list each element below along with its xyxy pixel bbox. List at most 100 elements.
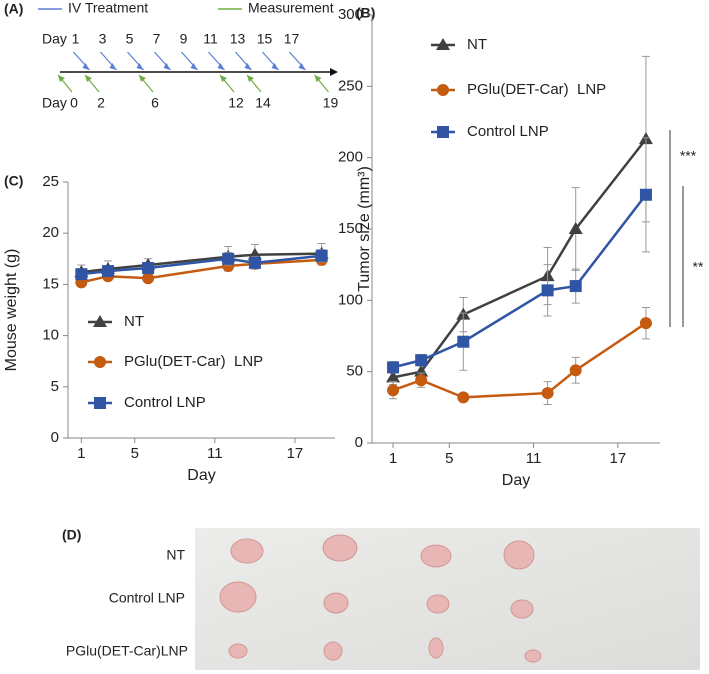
measurement-day: 6: [151, 95, 159, 111]
day-label: Day: [42, 31, 67, 47]
marker: [142, 272, 155, 285]
y-tick-label: 15: [42, 275, 59, 292]
arrow-head: [271, 63, 279, 70]
y-tick-label: 25: [42, 173, 59, 190]
measurement-day: 0: [70, 95, 78, 111]
legend-label: NT: [467, 36, 487, 53]
treatment-day: 3: [99, 31, 107, 47]
x-tick-label: 5: [131, 445, 139, 462]
marker: [569, 364, 582, 377]
legend-label: PGlu(DET-Car) LNP: [467, 81, 606, 98]
treatment-day: 1: [72, 31, 80, 47]
marker: [222, 252, 235, 265]
legend-label: NT: [124, 313, 144, 330]
marker: [75, 268, 88, 281]
arrow-head: [85, 75, 92, 82]
y-tick-label: 5: [51, 378, 59, 395]
treatment-day: 5: [126, 31, 134, 47]
marker: [248, 256, 261, 269]
y-tick-label: 0: [355, 434, 363, 451]
measurement-day: 12: [228, 95, 244, 111]
arrow-head: [314, 75, 322, 82]
treatment-day: 9: [180, 31, 188, 47]
treatment-day: 15: [257, 31, 273, 47]
y-axis-label: Mouse weight (g): [3, 249, 20, 372]
treatment-day: 7: [153, 31, 161, 47]
series-line: [392, 138, 647, 379]
x-tick-label: 5: [445, 450, 453, 467]
arrow-head: [58, 75, 65, 82]
y-tick-label: 20: [42, 224, 59, 241]
marker: [541, 387, 554, 400]
significance-label: **: [693, 259, 704, 275]
x-tick-label: 1: [389, 450, 397, 467]
y-tick-label: 50: [346, 363, 363, 380]
legend-symbol: [94, 356, 106, 368]
arrow-head: [220, 75, 227, 82]
legend-marker: [431, 84, 455, 96]
legend-label: Control LNP: [124, 394, 206, 411]
legend-symbol: [437, 84, 449, 96]
x-tick-label: 11: [207, 445, 223, 462]
x-axis-label: Day: [502, 472, 530, 489]
marker: [415, 354, 428, 367]
arrow-head: [217, 63, 225, 70]
arrow-head: [136, 63, 144, 70]
panel-label: (C): [4, 173, 23, 189]
y-tick-label: 250: [338, 77, 363, 94]
marker: [386, 370, 401, 383]
y-tick-label: 0: [51, 429, 59, 446]
panel-label: (B): [356, 5, 375, 21]
arrow-head: [109, 63, 117, 70]
x-tick-label: 17: [610, 450, 627, 467]
y-tick-label: 300: [338, 6, 363, 23]
legend-marker: [88, 315, 112, 327]
legend-symbol: [436, 38, 450, 50]
marker: [387, 384, 400, 397]
day-label: Day: [42, 95, 67, 111]
arrow-head: [139, 75, 146, 82]
arrow-head: [330, 68, 338, 76]
arrow-head: [82, 63, 90, 70]
marker: [639, 317, 652, 330]
marker: [315, 249, 328, 262]
panel-label: (D): [62, 527, 81, 543]
legend-label: PGlu(DET-Car) LNP: [124, 353, 263, 370]
marker: [387, 361, 400, 374]
treatment-day: 11: [203, 31, 218, 47]
treatment-day: 13: [230, 31, 246, 47]
measurement-day: 19: [323, 95, 339, 111]
legend-label: IV Treatment: [68, 0, 148, 16]
photo-row-label: Control LNP: [109, 590, 185, 606]
legend-label: Control LNP: [467, 123, 549, 140]
legend-marker: [431, 38, 455, 50]
marker: [541, 284, 554, 297]
photo-row-label: NT: [166, 547, 185, 563]
tumor-samples: [219, 534, 542, 663]
legend-symbol: [94, 397, 106, 409]
marker: [142, 262, 155, 275]
series-line: [392, 193, 647, 369]
legend-symbol: [437, 126, 449, 138]
legend-marker: [88, 356, 112, 368]
significance-label: ***: [680, 148, 697, 164]
y-tick-label: 100: [338, 291, 363, 308]
x-tick-label: 17: [287, 445, 304, 462]
treatment-day: 17: [284, 31, 300, 47]
y-tick-label: 200: [338, 149, 363, 166]
marker: [457, 391, 470, 404]
marker: [414, 364, 429, 377]
marker: [568, 222, 583, 234]
x-axis-label: Day: [187, 467, 215, 484]
marker: [639, 188, 652, 201]
photo-row-label: PGlu(DET-Car)LNP: [66, 643, 188, 659]
legend-label: Measurement: [248, 0, 334, 16]
legend-symbol: [93, 315, 107, 327]
panel-label: (A): [4, 1, 23, 17]
arrow-head: [298, 63, 306, 70]
x-tick-label: 11: [526, 450, 542, 467]
y-tick-label: 10: [42, 327, 59, 344]
y-tick-label: 150: [338, 220, 363, 237]
measurement-day: 2: [97, 95, 105, 111]
